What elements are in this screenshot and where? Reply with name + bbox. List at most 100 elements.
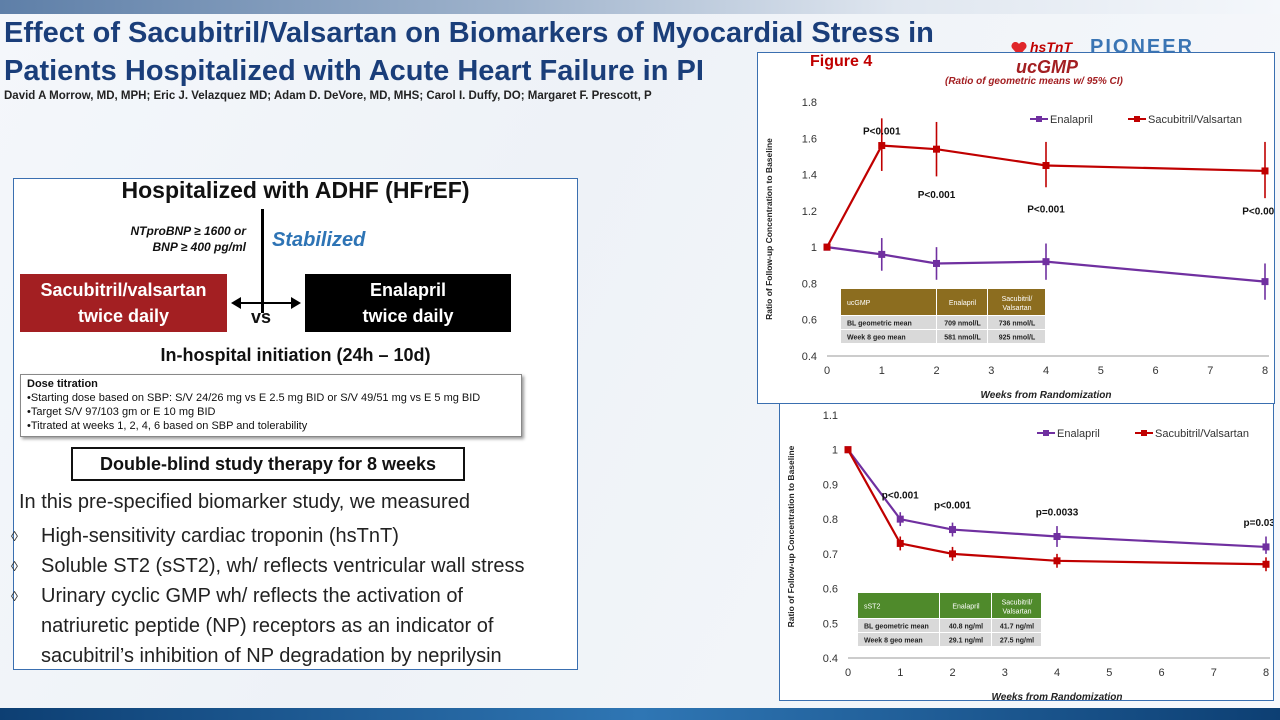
slide-title: Effect of Sacubitril/Valsartan on Biomar… (4, 14, 934, 90)
table-header-cell (858, 593, 939, 618)
y-tick-label: 0.8 (823, 514, 838, 526)
table-header-cell (841, 289, 936, 315)
top-strip (0, 0, 1280, 14)
y-tick-label: 1.2 (802, 206, 817, 218)
entry-criteria: NTproBNP ≥ 1600 or BNP ≥ 400 pg/ml (76, 223, 247, 255)
data-point (949, 526, 956, 534)
heart-logo-icon (1011, 42, 1027, 56)
table-cell (992, 619, 1041, 632)
y-tick-label: 0.7 (823, 549, 838, 561)
legend-marker (1036, 116, 1042, 122)
titration-item: •Target S/V 97/103 gm or E 10 mg BID (27, 406, 216, 418)
table-header-text: Sacubitril/ (1002, 600, 1033, 607)
x-tick-label: 0 (845, 667, 851, 679)
legend-marker (1134, 116, 1140, 122)
data-point (896, 515, 904, 523)
table-cell (988, 316, 1045, 329)
p-value-annotation: p<0.001 (882, 490, 919, 501)
list-item-text: natriuretic peptide (NP) receptors as an… (41, 615, 494, 637)
table-cell (988, 330, 1045, 343)
x-tick-label: 2 (933, 365, 939, 377)
list-item: ◊ High-sensitivity cardiac troponin (hsTn… (11, 521, 577, 551)
legend-label: Sacubitril/Valsartan (1148, 114, 1242, 126)
data-point (1262, 543, 1270, 551)
list-item-text: sacubitril’s inhibition of NP degradatio… (41, 645, 502, 667)
x-tick-label: 0 (824, 365, 830, 377)
intro-text: In this pre-specified biomarker study, w… (19, 491, 470, 513)
x-tick-label: 3 (988, 365, 994, 377)
arm-enalapril-line2: twice daily (362, 306, 454, 326)
table-cell-text: 40.8 ng/ml (949, 624, 983, 631)
data-point (1042, 162, 1050, 169)
y-tick-label: 0.9 (823, 479, 838, 491)
bullet-icon: ◊ (11, 588, 18, 604)
table-cell (858, 619, 939, 632)
chart-subtitle: (Ratio of geometric means w/ 95% CI) (945, 76, 1123, 87)
y-tick-label: 0.4 (823, 653, 838, 665)
data-point (933, 259, 940, 267)
table-cell-text: 581 nmol/L (944, 335, 981, 342)
y-tick-label: 1.8 (802, 97, 817, 109)
list-item-text: Urinary cyclic GMP wh/ reflects the acti… (41, 585, 463, 607)
data-point (878, 142, 886, 150)
y-tick-label: 0.8 (802, 278, 817, 290)
y-tick-label: 1.4 (802, 170, 817, 182)
x-tick-label: 7 (1207, 365, 1213, 377)
table-cell (940, 619, 991, 632)
design-heading: Hospitalized with ADHF (HFrEF) (121, 177, 470, 203)
arm-sacubitril-line2: twice daily (77, 306, 170, 326)
slide-title-line1: Effect of Sacubitril/Valsartan on Biomar… (4, 17, 934, 49)
titration-item: •Titrated at weeks 1, 2, 4, 6 based on S… (27, 420, 308, 432)
arm-sacubitril-box: Sacubitril/valsartan twice daily (20, 274, 227, 332)
y-tick-label: 1.1 (823, 410, 838, 422)
y-tick-label: 0.6 (823, 584, 838, 596)
data-point (949, 550, 956, 558)
legend-label: Sacubitril/Valsartan (1155, 428, 1249, 440)
x-tick-label: 6 (1158, 667, 1164, 679)
table-cell-text: Week 8 geo mean (847, 335, 906, 342)
chart-panel-sst2: 0 1 2 3 4 5 6 7 8 0.4 0.5 0.6 0.7 0.8 0.9 1 1.1 Weeks fro… (779, 403, 1274, 701)
arm-enalapril-line1: Enalapril (369, 280, 447, 300)
table-header-text: Valsartan (1002, 305, 1031, 312)
table-header-text: Sacubitril/ (1002, 296, 1033, 303)
data-point (1262, 560, 1270, 568)
table-cell (937, 330, 987, 343)
table-header-text: Enalapril (949, 300, 977, 307)
bullet-icon: ◊ (11, 528, 18, 544)
x-tick-label: 1 (879, 365, 885, 377)
y-axis-label: Ratio of Follow-up Concentration to Base… (764, 138, 774, 320)
data-point (1053, 557, 1061, 565)
legend-marker (1043, 430, 1049, 436)
table-cell-text: 41.7 ng/ml (1000, 624, 1034, 631)
y-tick-label: 1 (832, 445, 838, 457)
study-design-panel: Hospitalized with ADHF (HFrEF) NTproBNP … (11, 177, 578, 670)
table-cell-text: Week 8 geo mean (864, 638, 923, 645)
x-tick-label: 7 (1211, 667, 1217, 679)
table-cell-text: 925 nmol/L (999, 335, 1036, 342)
x-tick-label: 1 (897, 667, 903, 679)
x-tick-label: 5 (1098, 365, 1104, 377)
data-point (1261, 167, 1269, 175)
table-header-cell (988, 289, 1045, 315)
y-tick-label: 1.6 (802, 133, 817, 145)
x-axis-label: Weeks from Randomization (981, 390, 1112, 401)
p-value-annotation: P<0.001 (1242, 206, 1274, 217)
x-axis-label: Weeks from Randomization (992, 692, 1123, 700)
list-item: ◊ Urinary cyclic GMP wh/ reflects the act… (11, 581, 577, 611)
table-header-text: ucGMP (847, 300, 871, 307)
y-tick-label: 0.5 (823, 618, 838, 630)
sst2-chart: 0 1 2 3 4 5 6 7 8 0.4 0.5 0.6 0.7 0.8 0.9 1 1.1 Weeks fro… (786, 410, 1273, 700)
data-point (896, 539, 904, 547)
legend-marker (1141, 430, 1147, 436)
bottom-bar (0, 708, 1280, 720)
chart-panel-ucgmp: Figure 4 ucGMP (Ratio of geometric means… (757, 52, 1275, 404)
x-tick-label: 4 (1043, 365, 1049, 377)
initiation-label: In-hospital initiation (24h – 10d) (160, 345, 431, 365)
x-tick-label: 3 (1002, 667, 1008, 679)
p-value-annotation: p=0.0033 (1036, 508, 1079, 519)
titration-item: •Starting dose based on SBP: S/V 24/26 m… (27, 392, 481, 404)
table-cell (937, 316, 987, 329)
x-tick-label: 4 (1054, 667, 1060, 679)
table-header-text: Enalapril (952, 604, 980, 611)
data-point (933, 145, 940, 153)
